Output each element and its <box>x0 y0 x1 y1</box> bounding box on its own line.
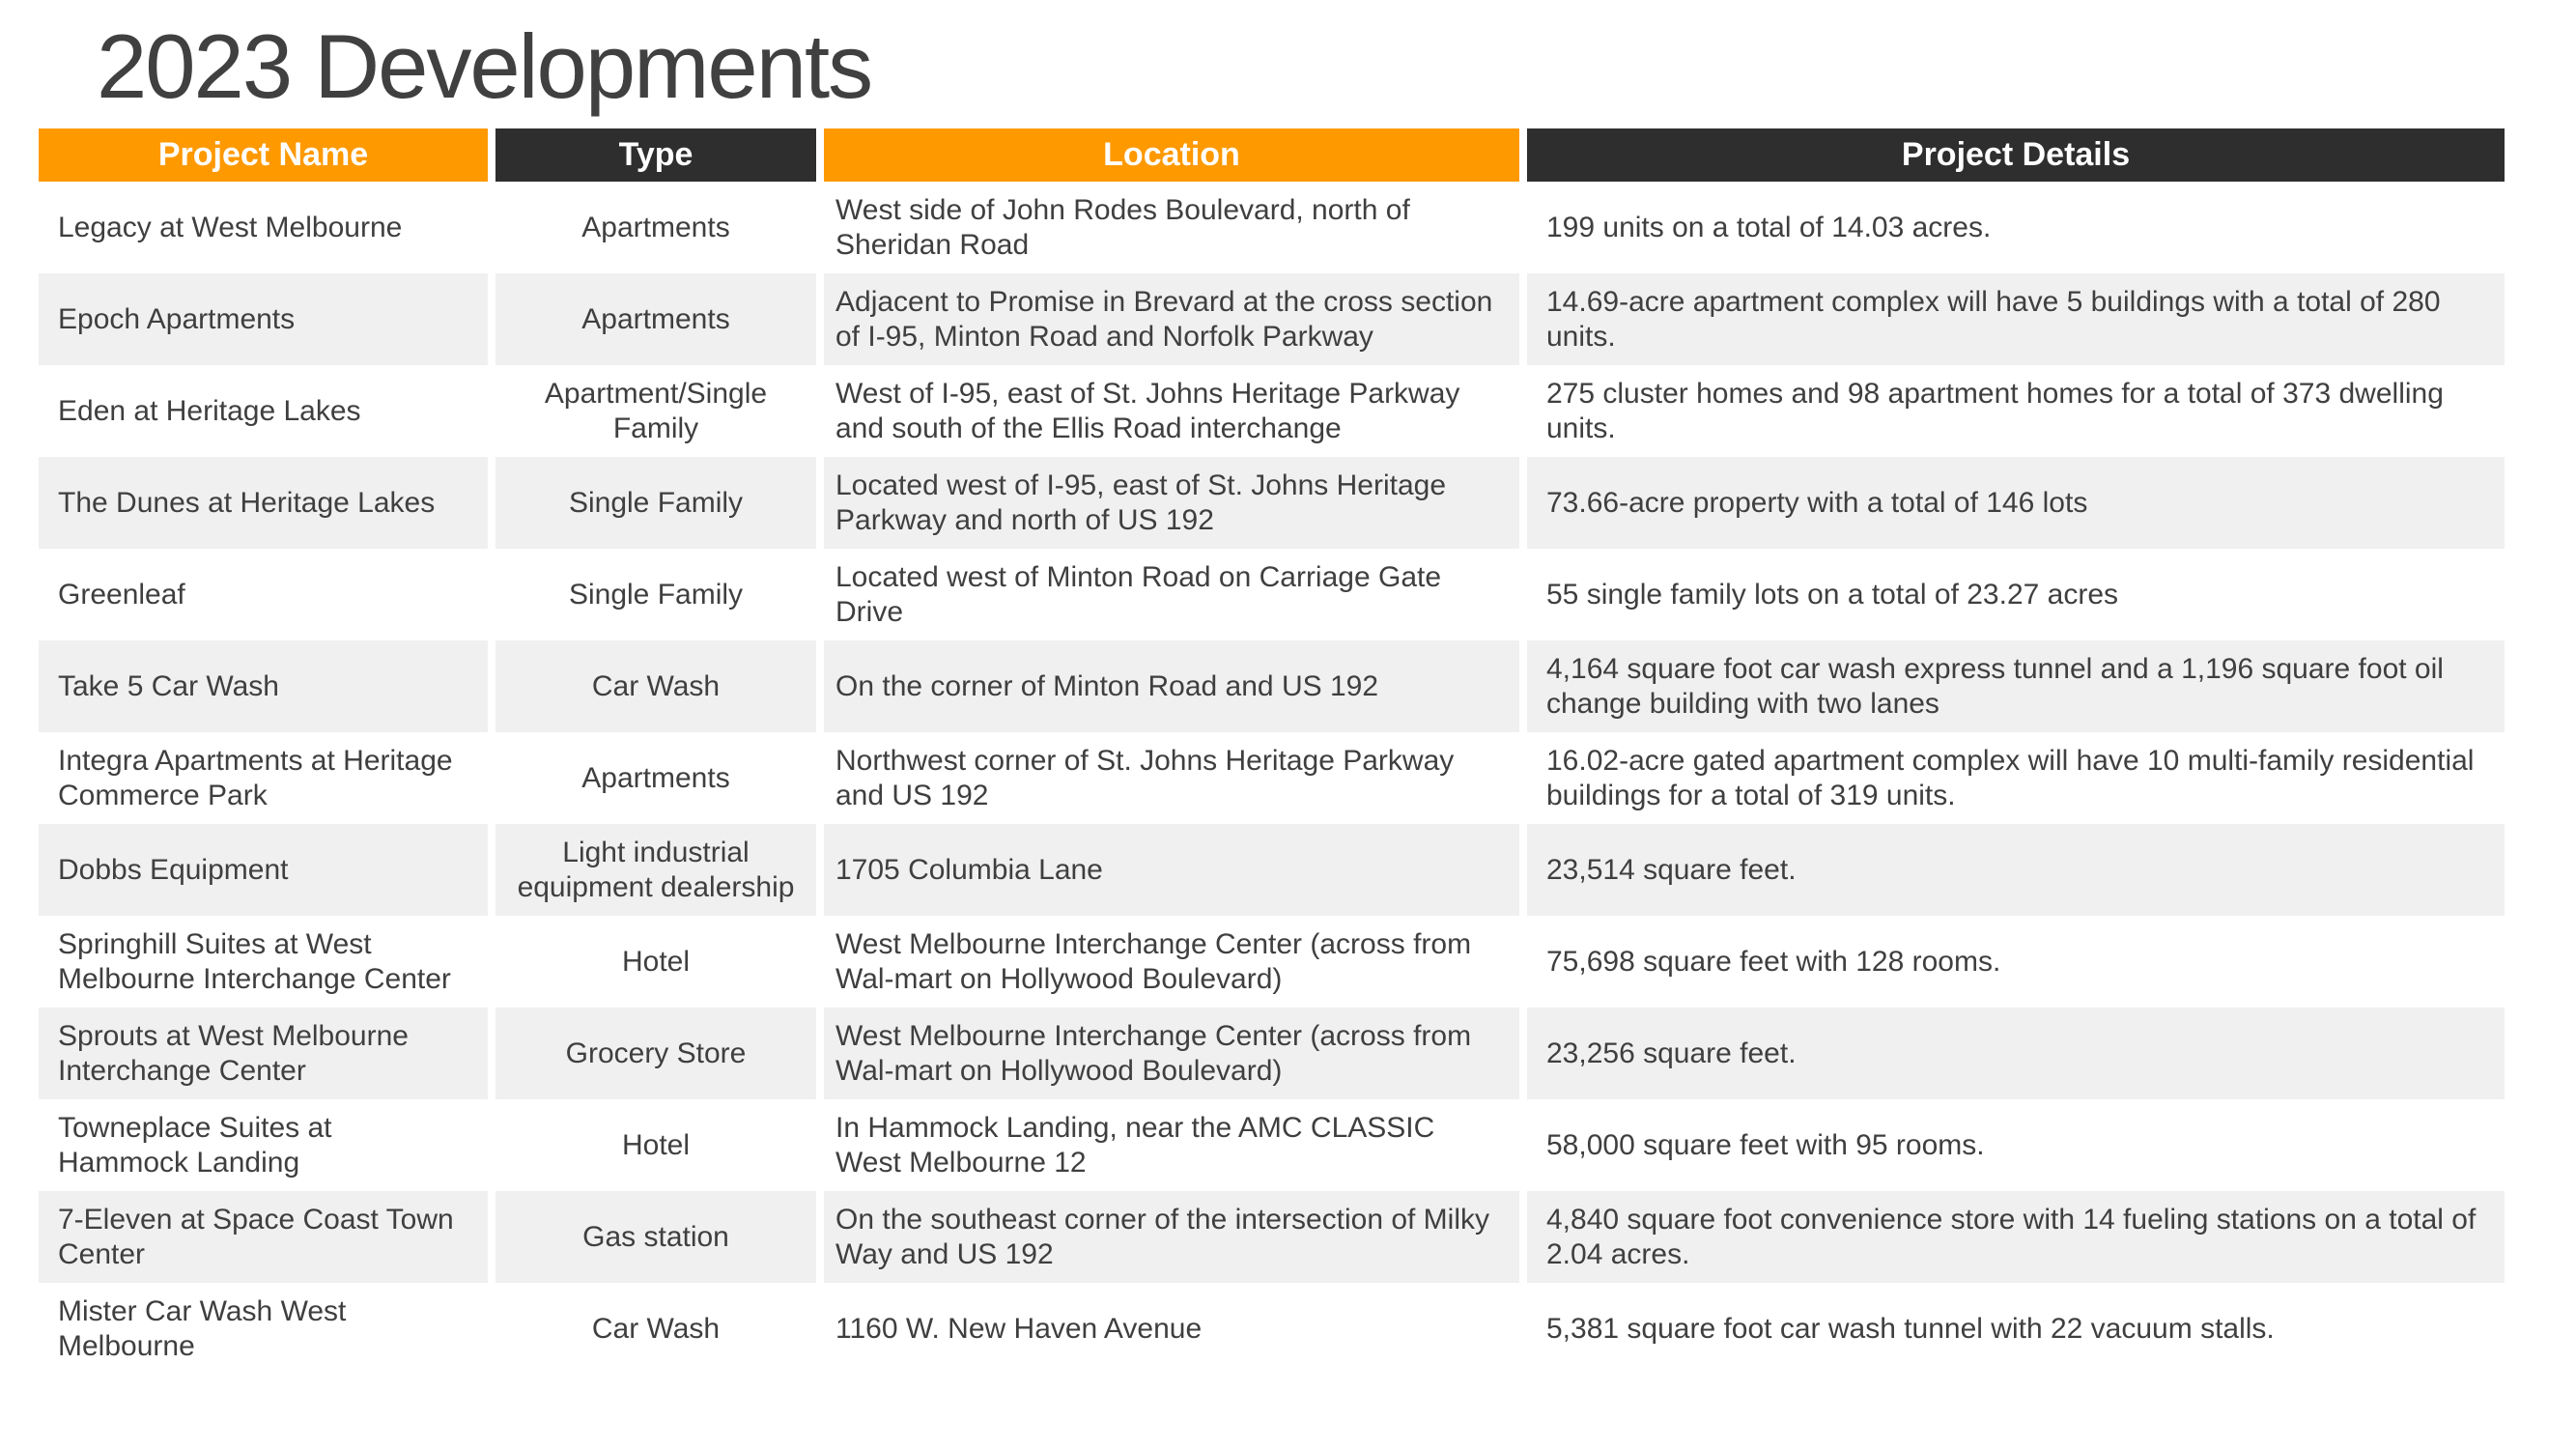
project-name-cell: Towneplace Suites at Hammock Landing <box>39 1099 488 1191</box>
details-cell: 23,256 square feet. <box>1527 1008 2505 1099</box>
project-name-cell: 7-Eleven at Space Coast Town Center <box>39 1191 488 1283</box>
header-project-name: Project Name <box>39 128 488 182</box>
project-name-cell: Sprouts at West Melbourne Interchange Ce… <box>39 1008 488 1099</box>
header-type: Type <box>495 128 816 182</box>
type-cell: Car Wash <box>495 640 816 732</box>
table-row: Springhill Suites at West Melbourne Inte… <box>39 916 2505 1008</box>
header-location: Location <box>824 128 1519 182</box>
details-cell: 275 cluster homes and 98 apartment homes… <box>1527 365 2505 457</box>
table-row: Dobbs Equipment Light industrial equipme… <box>39 824 2505 916</box>
table-row: 7-Eleven at Space Coast Town Center Gas … <box>39 1191 2505 1283</box>
details-cell: 75,698 square feet with 128 rooms. <box>1527 916 2505 1008</box>
details-cell: 73.66-acre property with a total of 146 … <box>1527 457 2505 549</box>
table-row: Legacy at West Melbourne Apartments West… <box>39 182 2505 273</box>
developments-table: Project Name Type Location Project Detai… <box>39 128 2505 1375</box>
location-cell: On the southeast corner of the intersect… <box>824 1191 1519 1283</box>
project-name-cell: Eden at Heritage Lakes <box>39 365 488 457</box>
type-cell: Single Family <box>495 549 816 640</box>
table-body: Legacy at West Melbourne Apartments West… <box>39 182 2505 1375</box>
project-name-cell: Epoch Apartments <box>39 273 488 365</box>
details-cell: 23,514 square feet. <box>1527 824 2505 916</box>
details-cell: 4,164 square foot car wash express tunne… <box>1527 640 2505 732</box>
type-cell: Apartment/Single Family <box>495 365 816 457</box>
type-cell: Car Wash <box>495 1283 816 1375</box>
type-cell: Gas station <box>495 1191 816 1283</box>
location-cell: Located west of Minton Road on Carriage … <box>824 549 1519 640</box>
project-name-cell: Legacy at West Melbourne <box>39 182 488 273</box>
details-cell: 5,381 square foot car wash tunnel with 2… <box>1527 1283 2505 1375</box>
table-row: Eden at Heritage Lakes Apartment/Single … <box>39 365 2505 457</box>
details-cell: 199 units on a total of 14.03 acres. <box>1527 182 2505 273</box>
type-cell: Apartments <box>495 182 816 273</box>
type-cell: Apartments <box>495 273 816 365</box>
project-name-cell: Integra Apartments at Heritage Commerce … <box>39 732 488 824</box>
location-cell: West Melbourne Interchange Center (acros… <box>824 916 1519 1008</box>
details-cell: 14.69-acre apartment complex will have 5… <box>1527 273 2505 365</box>
header-project-details: Project Details <box>1527 128 2505 182</box>
location-cell: West Melbourne Interchange Center (acros… <box>824 1008 1519 1099</box>
table-row: Towneplace Suites at Hammock Landing Hot… <box>39 1099 2505 1191</box>
project-name-cell: The Dunes at Heritage Lakes <box>39 457 488 549</box>
type-cell: Hotel <box>495 916 816 1008</box>
location-cell: Northwest corner of St. Johns Heritage P… <box>824 732 1519 824</box>
table-row: Epoch Apartments Apartments Adjacent to … <box>39 273 2505 365</box>
project-name-cell: Mister Car Wash West Melbourne <box>39 1283 488 1375</box>
table-row: Sprouts at West Melbourne Interchange Ce… <box>39 1008 2505 1099</box>
type-cell: Grocery Store <box>495 1008 816 1099</box>
location-cell: Adjacent to Promise in Brevard at the cr… <box>824 273 1519 365</box>
location-cell: Located west of I-95, east of St. Johns … <box>824 457 1519 549</box>
details-cell: 58,000 square feet with 95 rooms. <box>1527 1099 2505 1191</box>
location-cell: On the corner of Minton Road and US 192 <box>824 640 1519 732</box>
details-cell: 16.02-acre gated apartment complex will … <box>1527 732 2505 824</box>
project-name-cell: Take 5 Car Wash <box>39 640 488 732</box>
type-cell: Hotel <box>495 1099 816 1191</box>
location-cell: In Hammock Landing, near the AMC CLASSIC… <box>824 1099 1519 1191</box>
location-cell: West of I-95, east of St. Johns Heritage… <box>824 365 1519 457</box>
details-cell: 55 single family lots on a total of 23.2… <box>1527 549 2505 640</box>
type-cell: Single Family <box>495 457 816 549</box>
page-title: 2023 Developments <box>97 15 873 117</box>
project-name-cell: Springhill Suites at West Melbourne Inte… <box>39 916 488 1008</box>
table-header-row: Project Name Type Location Project Detai… <box>39 128 2505 182</box>
project-name-cell: Dobbs Equipment <box>39 824 488 916</box>
location-cell: 1705 Columbia Lane <box>824 824 1519 916</box>
type-cell: Apartments <box>495 732 816 824</box>
type-cell: Light industrial equipment dealership <box>495 824 816 916</box>
location-cell: 1160 W. New Haven Avenue <box>824 1283 1519 1375</box>
table-row: The Dunes at Heritage Lakes Single Famil… <box>39 457 2505 549</box>
table-row: Greenleaf Single Family Located west of … <box>39 549 2505 640</box>
table-row: Mister Car Wash West Melbourne Car Wash … <box>39 1283 2505 1375</box>
table-row: Integra Apartments at Heritage Commerce … <box>39 732 2505 824</box>
project-name-cell: Greenleaf <box>39 549 488 640</box>
details-cell: 4,840 square foot convenience store with… <box>1527 1191 2505 1283</box>
table-row: Take 5 Car Wash Car Wash On the corner o… <box>39 640 2505 732</box>
location-cell: West side of John Rodes Boulevard, north… <box>824 182 1519 273</box>
